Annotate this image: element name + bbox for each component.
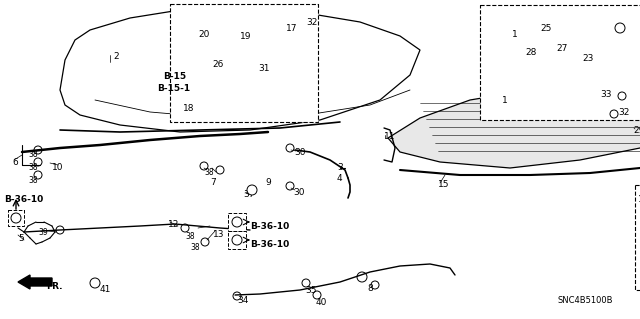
Text: 17: 17	[286, 24, 298, 33]
Text: 9: 9	[265, 178, 271, 187]
Text: 15: 15	[438, 180, 449, 189]
Text: 25: 25	[540, 24, 552, 33]
Text: 10: 10	[52, 163, 63, 172]
Circle shape	[615, 23, 625, 33]
Bar	[228, 213, 246, 231]
Bar	[8, 210, 24, 226]
Bar	[228, 231, 246, 249]
Text: 37: 37	[243, 190, 255, 199]
Text: B-36-10: B-36-10	[250, 240, 289, 249]
Text: B-36-10: B-36-10	[250, 222, 289, 231]
Text: FR.: FR.	[46, 282, 63, 291]
Text: 41: 41	[100, 285, 111, 294]
Text: 7: 7	[210, 178, 216, 187]
Text: 12: 12	[168, 220, 179, 229]
Text: 39: 39	[38, 228, 48, 237]
Text: 18: 18	[183, 104, 195, 113]
Text: 30: 30	[294, 148, 305, 157]
Bar	[170, 4, 318, 122]
Text: 28: 28	[525, 48, 536, 57]
Text: 38: 38	[204, 168, 214, 177]
Text: 40: 40	[316, 298, 328, 307]
Text: 30: 30	[293, 188, 305, 197]
Text: 38: 38	[28, 176, 38, 185]
Text: 3: 3	[337, 163, 343, 172]
Text: 38: 38	[185, 232, 195, 241]
Text: 6: 6	[12, 158, 18, 167]
Text: 8: 8	[367, 284, 372, 293]
Circle shape	[247, 185, 257, 195]
Text: 27: 27	[556, 44, 568, 53]
FancyArrow shape	[18, 275, 52, 289]
Text: 33: 33	[600, 90, 611, 99]
Text: 23: 23	[582, 54, 593, 63]
Text: B-15-1: B-15-1	[157, 84, 190, 93]
Text: 4: 4	[337, 174, 342, 183]
Bar	[480, 5, 640, 120]
Text: SNC4B5100B: SNC4B5100B	[558, 296, 614, 305]
Text: 29: 29	[633, 126, 640, 135]
Text: B-15: B-15	[163, 72, 186, 81]
Text: 5: 5	[18, 234, 24, 243]
Text: 38: 38	[190, 243, 200, 252]
Bar	[635, 185, 640, 290]
Text: 31: 31	[258, 64, 269, 73]
Text: 11: 11	[384, 132, 396, 141]
Polygon shape	[388, 88, 640, 168]
Text: 1: 1	[512, 30, 518, 39]
Text: B-36-10: B-36-10	[4, 195, 44, 204]
Text: 26: 26	[212, 60, 223, 69]
Text: 13: 13	[213, 230, 225, 239]
Polygon shape	[60, 8, 420, 132]
Text: 34: 34	[237, 296, 248, 305]
Text: 1: 1	[502, 96, 508, 105]
Text: 38: 38	[28, 163, 38, 172]
Text: 32: 32	[306, 18, 317, 27]
Text: 35: 35	[305, 286, 317, 295]
Text: 38: 38	[28, 150, 38, 159]
Text: 32: 32	[618, 108, 629, 117]
Text: 2: 2	[113, 52, 118, 61]
Text: 19: 19	[240, 32, 252, 41]
Text: 16: 16	[638, 195, 640, 204]
Text: 20: 20	[198, 30, 209, 39]
